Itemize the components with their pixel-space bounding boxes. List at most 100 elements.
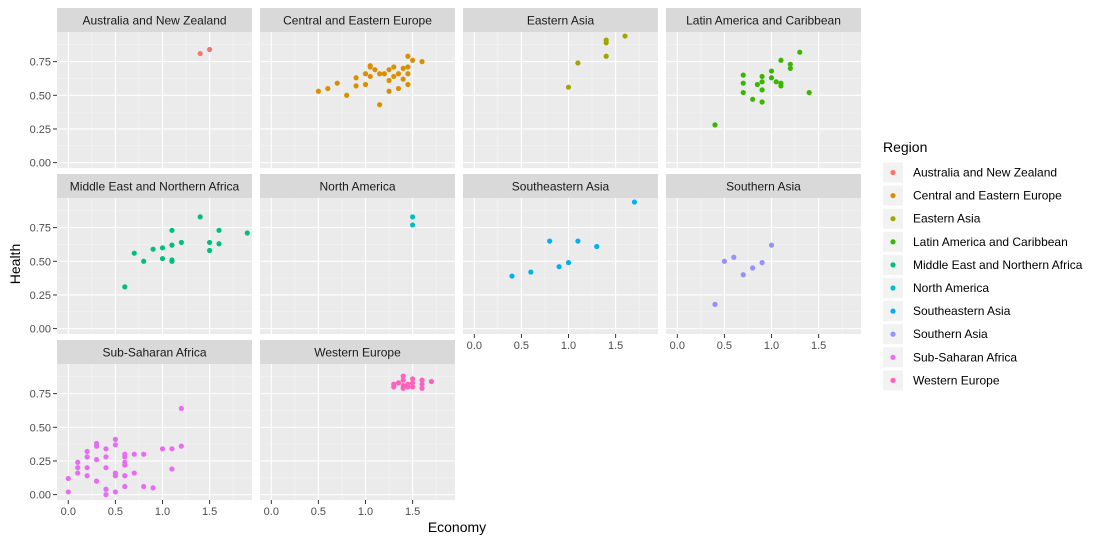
legend-label: Australia and New Zealand [913,166,1057,180]
facet-strip [260,8,455,32]
data-point [565,84,572,90]
data-point [575,238,581,244]
data-point [419,385,425,391]
y-tick-label: 0.25 [30,456,51,468]
legend-label: Central and Eastern Europe [913,189,1062,203]
data-point [207,46,213,53]
facet-panel: Sub-Saharan Africa 0.00 0.25 0.50 0.75 0.0 0.5… [30,340,252,518]
data-point [84,448,90,455]
data-point [712,122,718,128]
legend-label: Sub-Saharan Africa [913,350,1017,364]
data-point [207,239,213,246]
data-point [622,33,628,39]
data-point [754,81,760,88]
data-point [419,377,425,383]
data-point [759,73,765,80]
x-tick-label: 1.5 [202,506,217,518]
facet-strip [666,8,861,32]
facet-panel: Eastern Asia [463,8,658,168]
data-point [103,486,109,492]
panel-background [57,364,252,500]
data-point [759,79,765,85]
y-tick-label: 0.00 [30,158,51,170]
data-point [575,60,581,66]
data-point [400,382,406,389]
legend-marker [890,193,896,199]
y-tick-label: 0.75 [30,57,51,69]
data-point [362,81,369,88]
x-tick-label: 1.5 [405,506,420,518]
data-point [386,67,392,73]
data-point [428,378,435,385]
data-point [759,99,765,105]
data-point [84,465,90,471]
data-point [778,57,784,63]
data-point [386,88,392,94]
data-point [178,239,184,246]
facet-panel: Australia and New Zealand 0.00 0.25 0.50 0.7… [30,8,252,170]
facet-strip [57,174,252,198]
facet-strip-label: Southeastern Asia [512,180,610,194]
data-point [159,446,166,452]
data-point [131,451,137,457]
x-tick-label: 1.5 [608,340,623,352]
legend-label: Western Europe [913,373,1000,387]
data-point [377,71,383,77]
data-point [787,61,793,67]
legend-marker [890,354,896,360]
data-point [103,492,109,498]
data-point [778,83,784,89]
facet-strip [57,8,252,32]
data-point [400,65,406,71]
data-point [150,485,156,491]
data-point [768,242,775,248]
facet-panel: Southern Asia 0.0 0.5 1.0 1.5 [666,174,861,352]
facet-strip-label: Australia and New Zealand [82,14,226,28]
data-point [395,85,402,92]
data-point [169,446,175,452]
data-point [178,443,184,449]
data-point [65,489,71,495]
data-point [395,380,402,386]
x-axis-title: Economy [428,519,486,535]
data-point [712,301,718,307]
data-point [141,258,147,264]
data-point [178,405,184,412]
data-point [197,50,203,57]
data-point [372,67,378,73]
data-point [325,85,331,92]
data-point [141,451,147,457]
data-point [806,89,812,96]
legend-marker [890,285,896,291]
data-point [721,258,728,264]
data-point [787,65,793,71]
data-point [169,257,175,263]
data-point [395,71,402,77]
facet-strip [463,174,658,198]
y-tick-label: 0.75 [30,223,51,235]
data-point [410,384,416,390]
data-point [122,473,128,479]
data-point [773,79,779,85]
data-point [131,470,137,476]
data-point [386,77,392,84]
legend-marker [890,262,896,268]
facet-strip-label: Southern Asia [726,180,801,194]
data-point [112,489,119,495]
data-point [400,76,406,82]
data-point [334,80,340,86]
data-point [410,380,416,386]
data-point [603,53,609,59]
legend-label: Middle East and Northern Africa [913,258,1083,272]
panel-background [463,32,658,168]
x-tick-label: 0.5 [311,506,326,518]
data-point [169,227,175,233]
data-point [112,473,119,479]
panel-background [260,198,455,334]
data-point [362,71,369,77]
data-point [797,49,803,55]
data-point [740,89,746,96]
data-point [405,81,411,88]
data-point [65,475,71,482]
